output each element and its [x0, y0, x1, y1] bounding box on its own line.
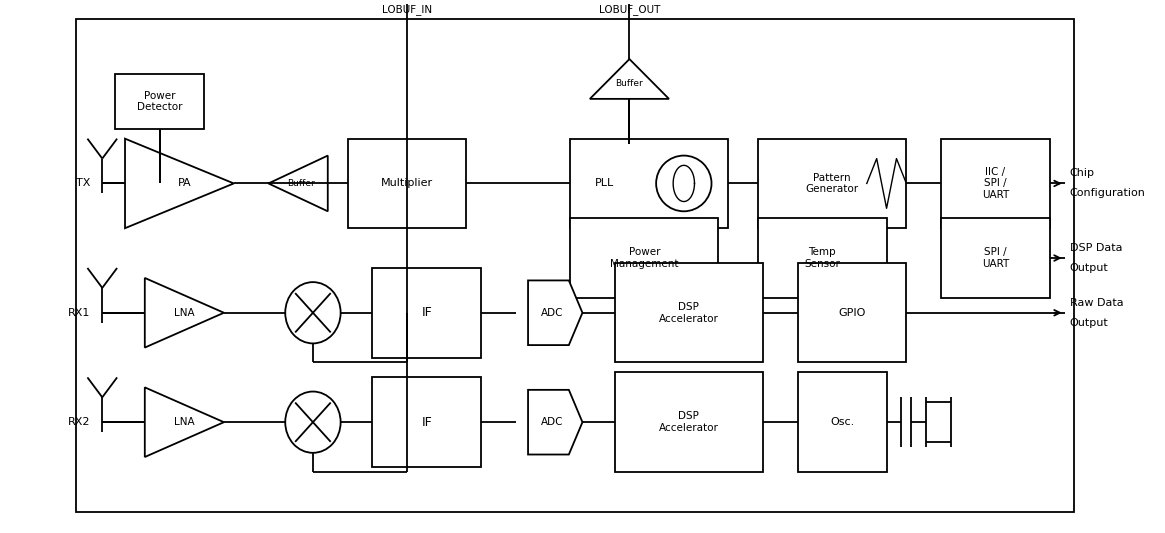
Text: GPIO: GPIO — [839, 308, 866, 318]
Text: Osc.: Osc. — [829, 417, 854, 427]
Text: PA: PA — [177, 179, 191, 189]
Text: Chip: Chip — [1069, 168, 1095, 179]
Text: DSP
Accelerator: DSP Accelerator — [659, 302, 719, 324]
Text: Power
Management: Power Management — [610, 247, 678, 269]
Text: Buffer: Buffer — [615, 79, 643, 88]
Bar — [798, 373, 887, 472]
Circle shape — [404, 310, 410, 316]
Bar — [615, 373, 763, 472]
Text: Multiplier: Multiplier — [381, 179, 433, 189]
Ellipse shape — [285, 282, 340, 343]
Polygon shape — [528, 390, 582, 455]
Text: RX2: RX2 — [68, 417, 91, 427]
Text: LNA: LNA — [174, 417, 195, 427]
Polygon shape — [589, 59, 669, 99]
Bar — [758, 139, 906, 228]
Polygon shape — [528, 280, 582, 345]
Text: Power
Detector: Power Detector — [136, 91, 183, 112]
Text: Pattern
Generator: Pattern Generator — [806, 173, 859, 194]
Text: SPI /
UART: SPI / UART — [982, 247, 1009, 269]
Text: Temp
Sensor: Temp Sensor — [804, 247, 840, 269]
Text: ADC: ADC — [541, 308, 564, 318]
Bar — [570, 139, 728, 228]
Circle shape — [404, 419, 410, 425]
Bar — [76, 19, 1074, 512]
Text: Raw Data: Raw Data — [1069, 298, 1123, 308]
Text: Output: Output — [1069, 318, 1108, 328]
Text: ADC: ADC — [541, 417, 564, 427]
Bar — [570, 218, 719, 298]
Ellipse shape — [285, 392, 340, 453]
Polygon shape — [125, 139, 234, 228]
Bar — [615, 263, 763, 362]
Text: Buffer: Buffer — [288, 179, 315, 188]
Text: RX1: RX1 — [68, 308, 91, 318]
Text: PLL: PLL — [595, 179, 614, 189]
Polygon shape — [144, 387, 224, 457]
Circle shape — [156, 181, 163, 187]
Text: Output: Output — [1069, 263, 1108, 273]
Bar — [758, 218, 887, 298]
Text: DSP Data: DSP Data — [1069, 243, 1122, 253]
Bar — [373, 268, 481, 358]
Bar — [115, 74, 204, 129]
Bar — [941, 218, 1050, 298]
Text: IF: IF — [422, 306, 432, 319]
Polygon shape — [268, 156, 327, 211]
Bar — [941, 139, 1050, 228]
Text: LNA: LNA — [174, 308, 195, 318]
Text: DSP
Accelerator: DSP Accelerator — [659, 411, 719, 433]
Text: TX: TX — [76, 179, 91, 189]
Text: IF: IF — [422, 416, 432, 429]
Text: LOBUF_IN: LOBUF_IN — [382, 4, 432, 15]
Text: Configuration: Configuration — [1069, 188, 1145, 198]
Bar — [373, 377, 481, 467]
Text: LOBUF_OUT: LOBUF_OUT — [599, 4, 661, 15]
Text: IIC /
SPI /
UART: IIC / SPI / UART — [982, 167, 1009, 200]
Bar — [798, 263, 906, 362]
Bar — [347, 139, 466, 228]
Polygon shape — [144, 278, 224, 348]
Ellipse shape — [656, 156, 712, 211]
